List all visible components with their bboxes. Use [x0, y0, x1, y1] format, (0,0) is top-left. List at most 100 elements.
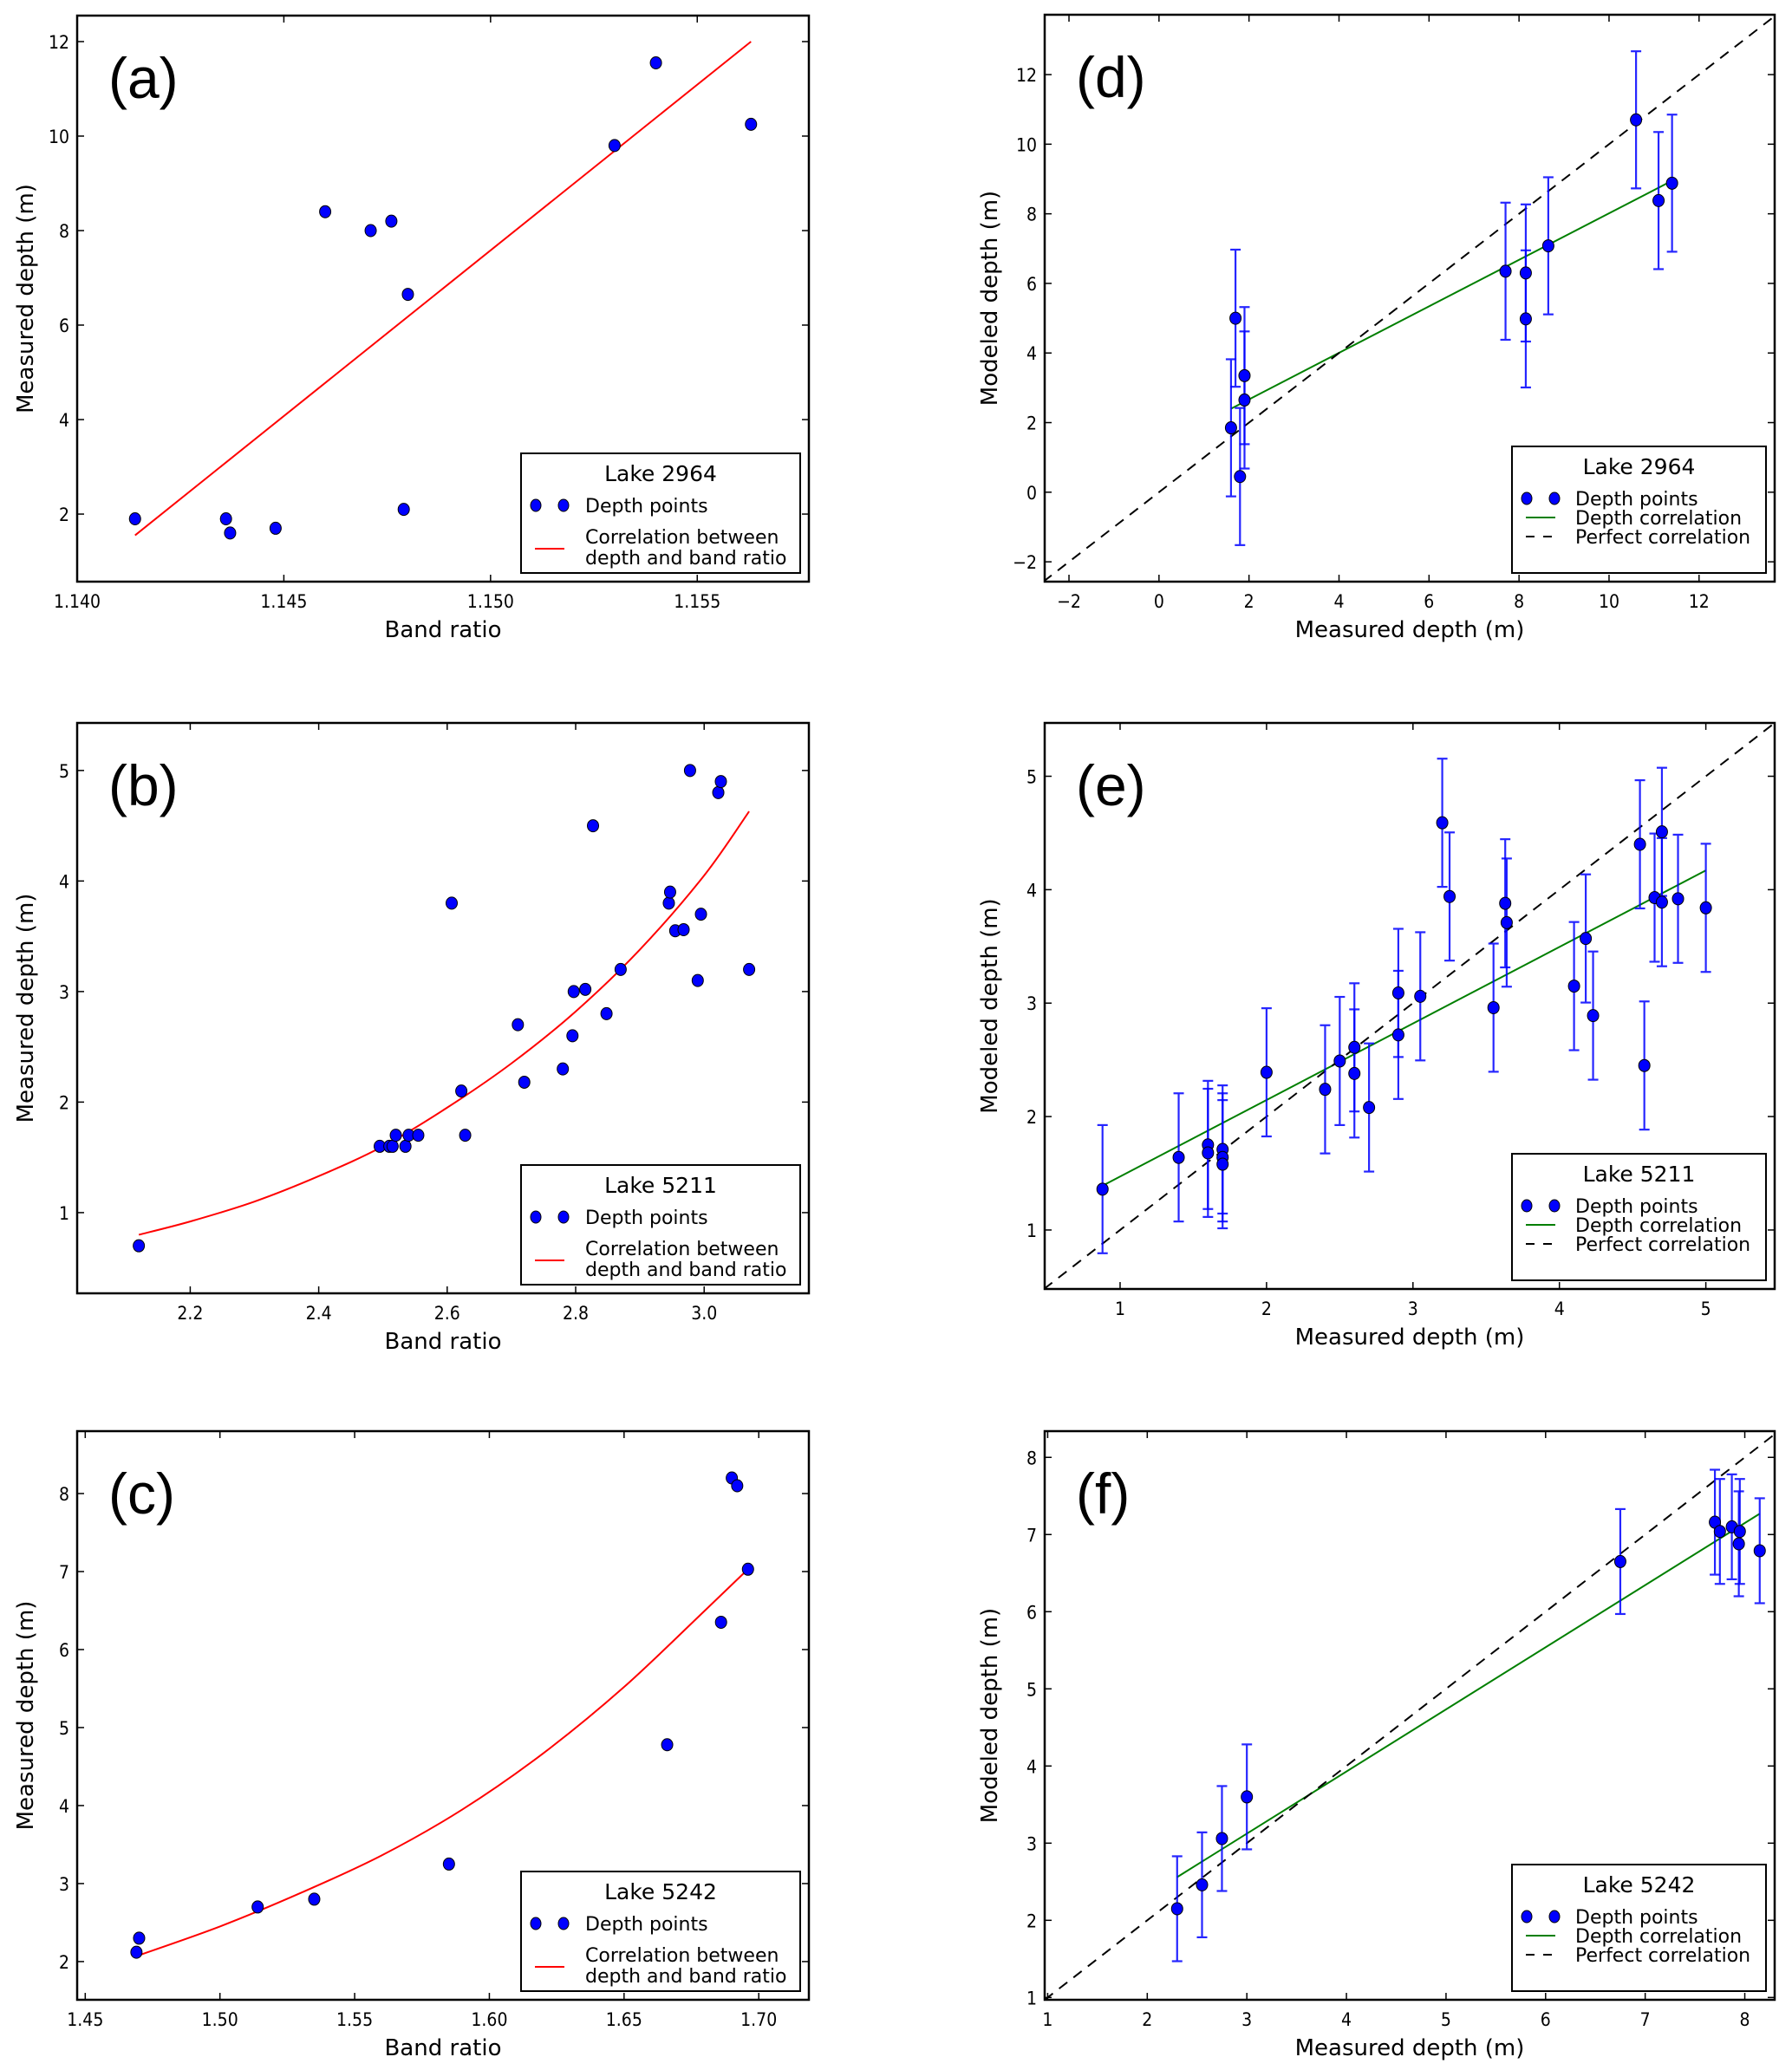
y-tick-label: 2	[59, 1952, 69, 1973]
data-point	[1436, 816, 1449, 830]
data-point	[1519, 312, 1532, 326]
data-point	[1499, 264, 1512, 278]
data-point	[1348, 1040, 1361, 1054]
legend: Lake 5211 Depth points Correlation between…	[520, 1164, 801, 1286]
y-tick-label: 6	[59, 1640, 69, 1661]
y-tick-label: 2	[59, 1092, 69, 1113]
x-tick-label: 2	[1244, 591, 1254, 612]
data-point	[663, 885, 676, 899]
x-tick-label: 2	[1142, 2009, 1152, 2030]
y-tick-label: 7	[59, 1562, 69, 1583]
panel-f: 1 2 3 4 5 6 7 8 1 2 3 4 5 6 7 8 Measured depth (m) Modele…	[977, 1429, 1776, 2061]
data-point	[661, 1738, 674, 1752]
x-tick-label: 2.8	[563, 1303, 589, 1324]
perfect-correlation-line	[1045, 15, 1775, 582]
legend-marker	[530, 1917, 542, 1930]
x-axis-label: Band ratio	[385, 2035, 502, 2061]
legend-title: Lake 5211	[604, 1173, 717, 1198]
y-tick-label: 1	[1026, 1221, 1037, 1241]
axes-frame	[75, 1429, 811, 2002]
data-point	[269, 521, 282, 535]
data-point	[712, 785, 725, 799]
x-tick-label: 4	[1554, 1299, 1565, 1319]
x-tick-label: 3	[1241, 2009, 1252, 2030]
data-point	[386, 1139, 399, 1153]
legend-marker	[530, 1210, 542, 1224]
data-point	[1753, 1544, 1766, 1558]
legend-marker	[557, 1917, 570, 1930]
x-tick-label: 2.6	[434, 1303, 460, 1324]
correlation-curve	[136, 1568, 749, 1957]
legend-entry-label: Depth correlation	[1575, 1215, 1742, 1237]
legend-entry-line: Perfect correlation	[1575, 1234, 1750, 1256]
data-point	[677, 922, 690, 936]
data-point	[691, 973, 704, 987]
legend-entry-line: Depth points	[585, 496, 708, 518]
data-point	[731, 1479, 744, 1493]
legend-title: Lake 5242	[1583, 1872, 1696, 1898]
axes-frame	[75, 721, 811, 1295]
panel-label: (c)	[108, 1461, 175, 1526]
data-point	[1391, 1028, 1404, 1042]
legend-entry-line: Perfect correlation	[1575, 1945, 1750, 1967]
x-axis-label: Measured depth (m)	[1295, 2035, 1525, 2061]
y-tick-label: 10	[49, 127, 69, 147]
data-point	[1665, 176, 1678, 190]
legend-marker	[1521, 491, 1533, 505]
x-tick-label: 1	[1042, 2009, 1052, 2030]
data-point	[614, 962, 627, 976]
legend-entry-label: Correlation between depth and band ratio	[585, 1945, 786, 1988]
legend-marker	[1548, 1199, 1561, 1213]
x-tick-label: 3.0	[691, 1303, 717, 1324]
y-tick-label: 6	[59, 316, 69, 336]
y-tick-label: 8	[59, 1484, 69, 1505]
legend-entry-line: Correlation between	[585, 1945, 779, 1967]
legend-marker	[1548, 491, 1561, 505]
panel-label: (a)	[108, 46, 179, 110]
data-point	[1487, 1000, 1500, 1014]
data-point	[694, 908, 707, 921]
data-point	[133, 1239, 146, 1253]
legend-title: Lake 5211	[1583, 1162, 1696, 1187]
legend-entry-line: Correlation between	[585, 1239, 779, 1260]
y-tick-label: 4	[1026, 343, 1037, 364]
y-axis-label: Measured depth (m)	[13, 184, 39, 413]
data-point	[1633, 837, 1646, 851]
data-point	[1260, 1065, 1273, 1079]
x-tick-label: 3	[1408, 1299, 1418, 1319]
x-tick-label: 10	[1599, 591, 1619, 612]
legend-entry-line: Depth points	[1575, 1196, 1698, 1218]
data-point	[1241, 1790, 1254, 1804]
x-tick-label: 1.50	[202, 2009, 238, 2030]
x-tick-label: 2.4	[306, 1303, 332, 1324]
data-point	[1630, 113, 1643, 127]
legend-entry-label: Correlation between depth and band ratio	[585, 527, 786, 570]
legend-entry-line: Depth correlation	[1575, 508, 1742, 530]
y-tick-label: 5	[59, 761, 69, 782]
correlation-curve	[138, 810, 750, 1236]
axes-frame	[1043, 721, 1776, 1291]
data-point	[608, 139, 621, 153]
data-point	[1391, 986, 1404, 999]
plot-area	[1045, 1433, 1775, 2000]
data-point	[1414, 989, 1427, 1003]
axes-frame	[75, 14, 811, 583]
legend-entry-label: Correlation between depth and band ratio	[585, 1239, 786, 1281]
data-point	[1567, 980, 1580, 993]
y-axis-label: Measured depth (m)	[13, 1601, 39, 1831]
x-tick-label: 7	[1640, 2009, 1651, 2030]
legend-title: Lake 5242	[604, 1879, 717, 1904]
y-tick-label: 3	[59, 982, 69, 1003]
data-point	[1655, 825, 1668, 839]
legend-box	[520, 1871, 801, 1992]
x-tick-label: 6	[1424, 591, 1434, 612]
x-tick-label: 4	[1333, 591, 1344, 612]
legend-marker	[530, 498, 542, 512]
data-point	[1587, 1009, 1600, 1023]
legend-entry-label: Depth points	[585, 496, 708, 518]
legend-title: Lake 2964	[1583, 454, 1696, 479]
y-tick-label: 3	[1026, 1833, 1037, 1854]
legend-entry-label: Depth points	[1575, 489, 1698, 511]
data-point	[1215, 1832, 1228, 1845]
